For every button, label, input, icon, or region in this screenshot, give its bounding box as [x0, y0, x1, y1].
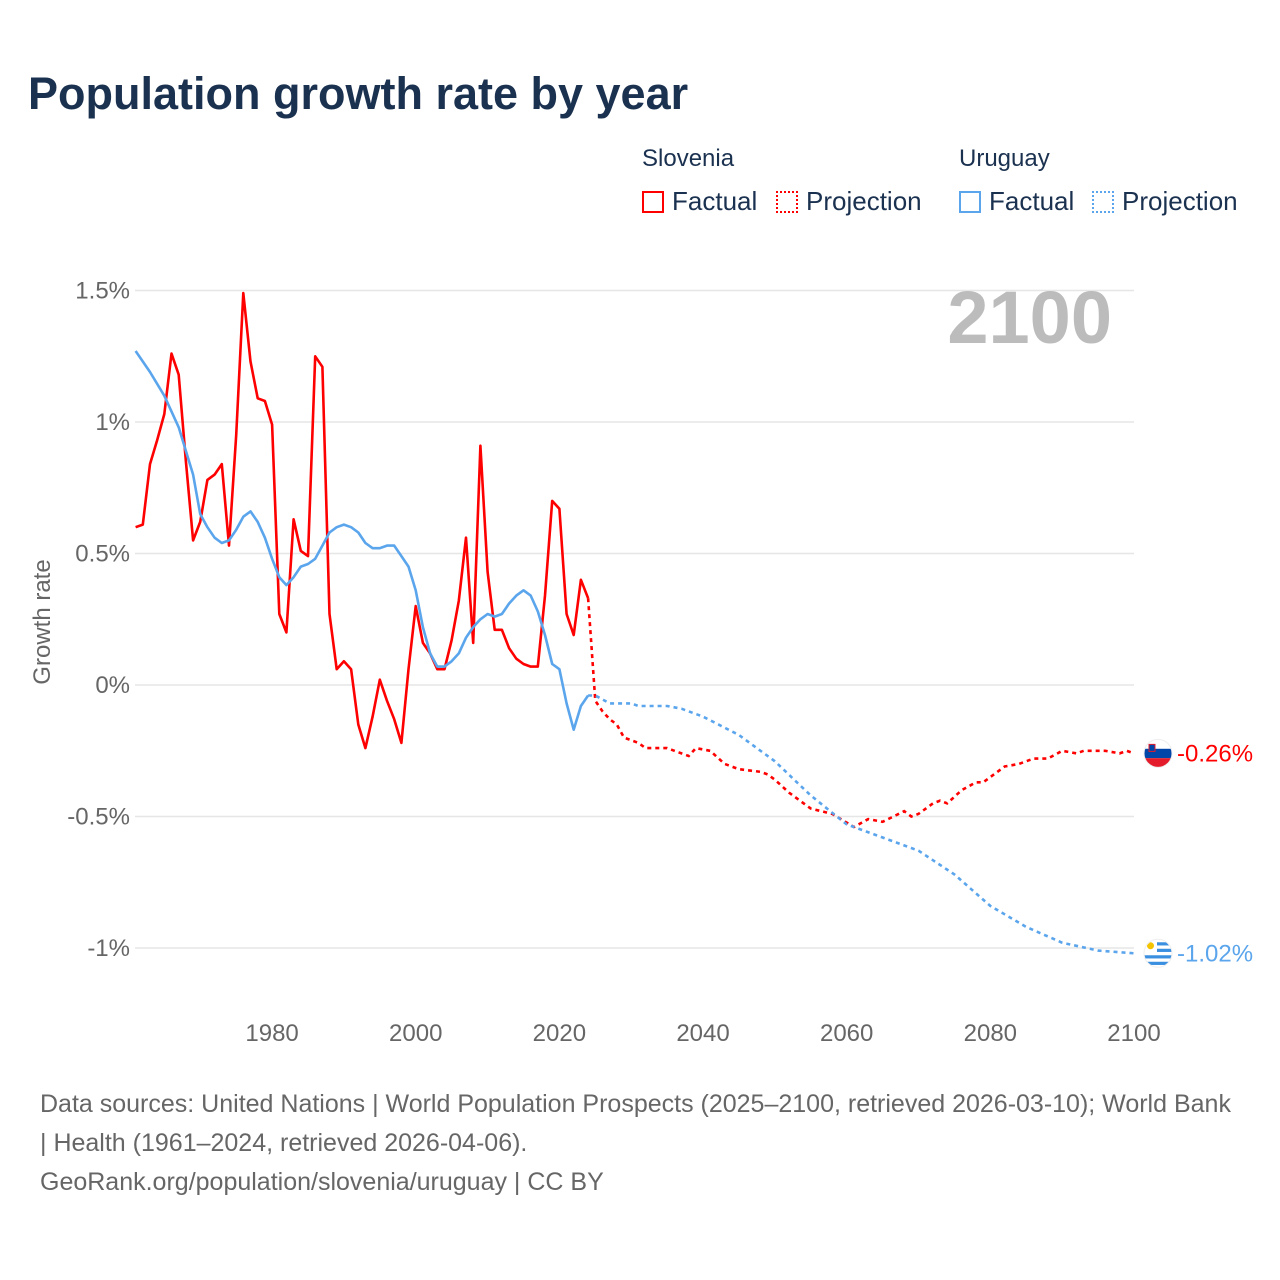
uruguay-flag-icon — [1143, 938, 1173, 968]
legend-slovenia-factual[interactable]: Factual — [642, 186, 757, 217]
flag-stripe — [1144, 748, 1172, 759]
legend-label: Factual — [989, 186, 1075, 216]
legend-group-uruguay: Uruguay — [959, 145, 1050, 172]
y-tick-label: 0.5% — [75, 541, 130, 568]
slovenia-projection-line — [586, 598, 1135, 829]
flag-stripe — [1144, 961, 1172, 965]
flag-stripe — [1144, 758, 1172, 768]
y-tick-label: 1% — [95, 409, 130, 436]
slovenia-factual-line — [135, 291, 590, 750]
legend-group-slovenia: Slovenia — [642, 145, 735, 172]
legend-uruguay-factual[interactable]: Factual — [959, 186, 1074, 217]
legend-label: Factual — [672, 186, 758, 216]
legend-slovenia-projection[interactable]: Projection — [776, 186, 922, 217]
uruguay-end-label: -1.02% — [1177, 940, 1253, 967]
footer-credit[interactable]: GeoRank.org/population/slovenia/uruguay … — [40, 1168, 604, 1196]
x-tick-label: 1980 — [245, 1020, 298, 1047]
flag-sun — [1147, 942, 1154, 950]
swatch-dotted-blue — [1092, 190, 1114, 213]
slovenia-flag-icon — [1143, 738, 1173, 768]
flag-stripe — [1144, 942, 1172, 946]
x-tick-label: 2060 — [820, 1020, 873, 1047]
swatch-solid-red — [642, 190, 664, 213]
chart-title: Population growth rate by year — [28, 68, 689, 119]
flag-crest — [1148, 743, 1156, 752]
flag-stripe — [1144, 948, 1172, 952]
x-tick-label: 2000 — [389, 1020, 442, 1047]
swatch-solid-blue — [959, 190, 981, 213]
y-tick-label: -1% — [87, 935, 130, 962]
flag-stripe — [1144, 955, 1172, 959]
x-tick-label: 2080 — [964, 1020, 1017, 1047]
y-tick-label: 0% — [95, 672, 130, 699]
swatch-dotted-red — [776, 190, 798, 213]
year-watermark: 2100 — [947, 276, 1112, 359]
legend-uruguay-projection[interactable]: Projection — [1092, 186, 1238, 217]
y-tick-label: -0.5% — [67, 804, 130, 831]
flag-outline — [1143, 738, 1173, 768]
footer-sources: Data sources: United Nations | World Pop… — [40, 1090, 1231, 1157]
flag-body — [1144, 739, 1172, 768]
legend-label: Projection — [806, 186, 922, 216]
x-tick-label: 2040 — [676, 1020, 729, 1047]
slovenia-end-label: -0.26% — [1177, 740, 1253, 767]
flag-outline — [1143, 938, 1173, 968]
y-tick-label: 1.5% — [75, 278, 130, 305]
legend-label: Projection — [1122, 186, 1238, 216]
y-axis-label: Growth rate — [29, 559, 56, 684]
uruguay-factual-line — [134, 350, 590, 732]
flag-stripe — [1144, 739, 1172, 749]
x-tick-label: 2100 — [1107, 1020, 1160, 1047]
x-tick-label: 2020 — [533, 1020, 586, 1047]
